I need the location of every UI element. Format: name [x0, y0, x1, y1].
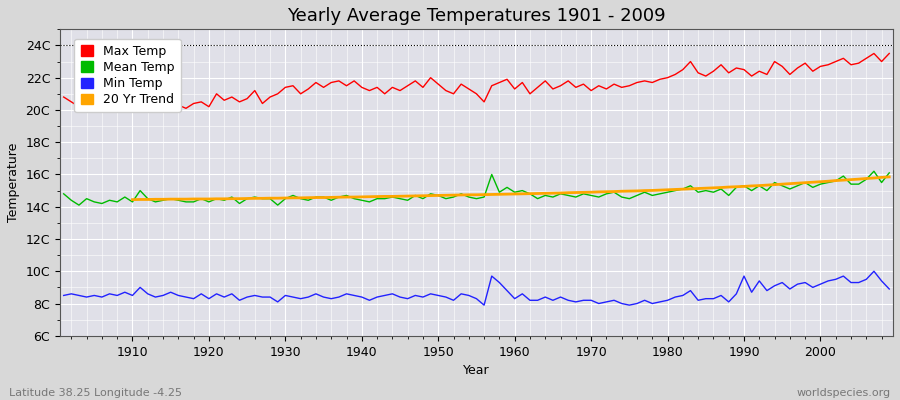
Legend: Max Temp, Mean Temp, Min Temp, 20 Yr Trend: Max Temp, Mean Temp, Min Temp, 20 Yr Tre… [75, 38, 181, 112]
Y-axis label: Temperature: Temperature [7, 143, 20, 222]
Text: worldspecies.org: worldspecies.org [796, 388, 891, 398]
Text: Latitude 38.25 Longitude -4.25: Latitude 38.25 Longitude -4.25 [9, 388, 182, 398]
X-axis label: Year: Year [464, 364, 490, 377]
Title: Yearly Average Temperatures 1901 - 2009: Yearly Average Temperatures 1901 - 2009 [287, 7, 666, 25]
